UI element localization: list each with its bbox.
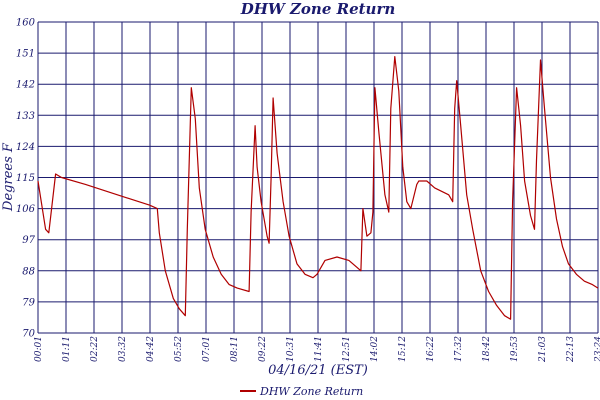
x-tick-label: 07:01 xyxy=(202,336,212,362)
y-tick-label: 160 xyxy=(16,18,36,29)
y-tick-label: 133 xyxy=(16,111,35,122)
y-tick-label: 97 xyxy=(22,235,35,246)
y-tick-label: 115 xyxy=(16,173,35,184)
x-tick-label: 08:11 xyxy=(230,336,240,362)
x-tick-label: 22:13 xyxy=(566,336,576,363)
y-tick-label: 79 xyxy=(22,297,35,308)
legend: DHW Zone Return xyxy=(240,385,363,398)
x-tick-label: 11:41 xyxy=(314,336,324,362)
grid xyxy=(37,21,599,334)
legend-entry: DHW Zone Return xyxy=(259,385,363,398)
chart-title: DHW Zone Return xyxy=(240,0,396,18)
x-axis-label: 04/16/21 (EST) xyxy=(268,363,368,378)
x-tick-label: 09:22 xyxy=(258,336,268,362)
y-tick-label: 88 xyxy=(22,266,35,277)
x-tick-label: 10:31 xyxy=(286,336,296,362)
x-tick-label: 01:11 xyxy=(62,336,72,362)
series-line-dhw-zone-return xyxy=(37,55,599,320)
x-tick-label: 05:52 xyxy=(174,336,184,362)
x-axis-ticks: 00:01 01:11 02:22 03:32 04:42 05:52 07:01 08:11… xyxy=(34,336,600,363)
x-tick-label: 14:02 xyxy=(370,336,380,362)
x-tick-label: 02:22 xyxy=(90,336,100,362)
y-tick-label: 151 xyxy=(16,49,35,60)
y-tick-label: 70 xyxy=(22,329,35,340)
x-tick-label: 16:22 xyxy=(426,336,436,362)
y-tick-label: 124 xyxy=(16,142,35,153)
x-tick-label: 00:01 xyxy=(34,336,44,362)
x-tick-label: 15:12 xyxy=(398,336,408,362)
series-group xyxy=(37,55,599,320)
y-tick-label: 142 xyxy=(16,80,35,91)
x-tick-label: 23:24 xyxy=(594,336,600,363)
x-tick-label: 04:42 xyxy=(146,336,156,362)
y-tick-label: 106 xyxy=(16,204,36,215)
x-tick-label: 03:32 xyxy=(118,336,128,362)
x-tick-label: 12:51 xyxy=(342,336,352,362)
x-tick-label: 17:32 xyxy=(454,336,464,362)
x-tick-label: 21:03 xyxy=(538,336,548,363)
x-tick-label: 19:53 xyxy=(510,336,520,362)
y-axis-ticks: 70 79 88 97 106 115 124 133 142 151 160 xyxy=(16,18,36,340)
y-axis-label: Degrees F xyxy=(1,142,16,212)
x-tick-label: 18:42 xyxy=(482,336,492,362)
